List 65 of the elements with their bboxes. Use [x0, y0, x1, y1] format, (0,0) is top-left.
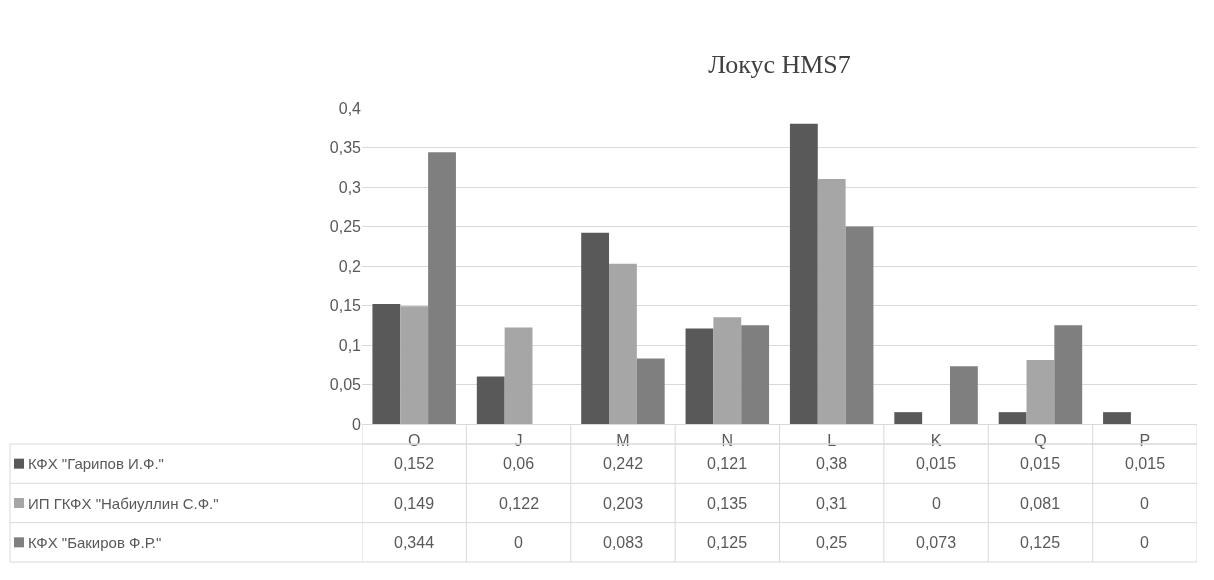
bar: [428, 152, 456, 424]
data-label: 0,344: [394, 534, 435, 551]
bar: [894, 412, 923, 424]
y-tick-label: 0,3: [338, 178, 362, 196]
x-tick-label: K: [930, 432, 942, 450]
bar: [845, 226, 874, 424]
bar: [949, 366, 978, 424]
bar: [789, 123, 818, 424]
x-tick-label: N: [721, 432, 734, 450]
legend-label: КФХ "Бакиров Ф.Р.": [28, 534, 162, 551]
y-tick-label: 0,35: [329, 139, 362, 157]
data-label: 0,073: [916, 534, 957, 551]
chart-title: Локус HMS7: [708, 49, 851, 79]
data-label: 0,135: [707, 495, 748, 512]
y-tick-label: 0,2: [338, 257, 362, 275]
bar: [685, 328, 714, 424]
data-label: 0,125: [1020, 534, 1061, 551]
bar: [1026, 360, 1055, 424]
data-label: 0,015: [1125, 455, 1166, 472]
data-label: 0,121: [707, 455, 748, 472]
bar: [504, 327, 533, 424]
x-tick-label: O: [407, 432, 421, 450]
bar: [609, 263, 637, 424]
data-label: 0,122: [499, 495, 540, 512]
legend-label: КФХ "Гарипов И.Ф.": [28, 455, 164, 472]
data-label: 0,015: [1020, 455, 1061, 472]
data-label: 0,203: [603, 495, 644, 512]
data-label: 0,38: [816, 455, 848, 472]
data-label: 0,25: [816, 534, 848, 551]
bar: [636, 358, 665, 424]
bar: [741, 325, 770, 424]
y-tick-label: 0,1: [338, 336, 362, 354]
x-tick-label: Q: [1034, 432, 1047, 450]
data-label: 0: [1140, 495, 1149, 512]
data-label: 0,015: [916, 455, 957, 472]
data-label: 0,149: [394, 495, 435, 512]
data-label: 0,125: [707, 534, 748, 551]
bar: [817, 179, 846, 424]
data-label: 0,081: [1020, 495, 1061, 512]
bar: [998, 412, 1027, 424]
data-label: 0,31: [816, 495, 848, 512]
bar: [476, 376, 505, 424]
bar: [400, 306, 429, 424]
data-label: 0: [514, 534, 523, 551]
data-label: 0,083: [603, 534, 644, 551]
x-tick-label: J: [514, 432, 523, 450]
bar: [1103, 412, 1131, 424]
y-tick-label: 0,25: [329, 218, 362, 236]
x-tick-label: P: [1139, 432, 1151, 450]
data-label: 0: [1140, 534, 1149, 551]
y-tick-label: 0,4: [338, 99, 362, 117]
y-tick-label: 0,15: [329, 297, 362, 315]
data-label: 0: [932, 495, 941, 512]
x-tick-label: M: [616, 432, 630, 450]
data-label: 0,242: [603, 455, 644, 472]
bar: [713, 317, 742, 424]
y-tick-label: 0,05: [329, 376, 362, 394]
legend-label: ИП ГКФХ "Набиуллин С.Ф.": [28, 495, 219, 512]
data-label: 0,06: [503, 455, 535, 472]
data-label: 0,152: [394, 455, 435, 472]
bar: [1054, 325, 1083, 424]
bar: [581, 232, 610, 424]
bar: [372, 303, 401, 424]
y-tick-label: 0: [352, 415, 362, 433]
x-tick-label: L: [827, 432, 837, 450]
